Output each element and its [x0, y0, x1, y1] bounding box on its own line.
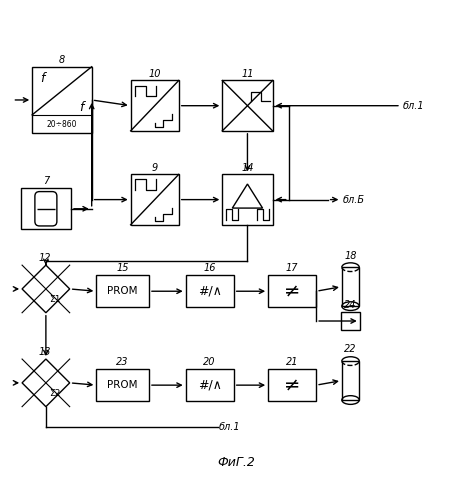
Text: 9: 9 [152, 162, 158, 172]
Text: бл.1: бл.1 [402, 100, 424, 110]
Bar [268, 275, 316, 308]
Text: Σ1: Σ1 [49, 295, 61, 304]
Bar [185, 369, 234, 401]
Text: 18: 18 [344, 250, 357, 260]
Text: 13: 13 [38, 347, 51, 357]
Text: 10: 10 [148, 68, 161, 78]
Text: 14: 14 [241, 162, 254, 172]
Bar [222, 80, 273, 131]
Bar [21, 188, 71, 230]
Text: Σ2: Σ2 [49, 389, 60, 398]
Text: 12: 12 [38, 254, 51, 264]
Bar [341, 312, 360, 330]
Text: f: f [79, 102, 84, 114]
Text: ФиГ.2: ФиГ.2 [217, 456, 255, 469]
Text: PROM: PROM [107, 286, 138, 296]
Text: 20÷860: 20÷860 [47, 120, 77, 128]
Bar [342, 267, 359, 306]
Bar [32, 67, 92, 133]
Text: 24: 24 [344, 300, 357, 310]
Text: f: f [40, 72, 44, 85]
Text: PROM: PROM [107, 380, 138, 390]
Text: 22: 22 [344, 344, 357, 354]
Text: ≠: ≠ [284, 282, 300, 300]
Bar [185, 275, 234, 308]
Bar [342, 361, 359, 400]
Text: 17: 17 [286, 264, 298, 274]
Text: 21: 21 [286, 358, 298, 368]
Text: ≠: ≠ [284, 376, 300, 394]
Bar [268, 369, 316, 401]
Text: 11: 11 [241, 68, 254, 78]
Bar [131, 174, 179, 225]
Text: 7: 7 [43, 176, 49, 186]
Text: 23: 23 [117, 358, 129, 368]
Text: 16: 16 [203, 264, 216, 274]
Bar [131, 80, 179, 131]
Bar [96, 275, 149, 308]
Text: бл.Б: бл.Б [342, 194, 364, 204]
Text: 15: 15 [117, 264, 129, 274]
Bar [96, 369, 149, 401]
Text: 8: 8 [59, 55, 65, 65]
Text: #/∧: #/∧ [198, 284, 221, 298]
Text: бл.1: бл.1 [219, 422, 241, 432]
Text: 20: 20 [203, 358, 216, 368]
Text: #/∧: #/∧ [198, 378, 221, 392]
Bar [222, 174, 273, 225]
